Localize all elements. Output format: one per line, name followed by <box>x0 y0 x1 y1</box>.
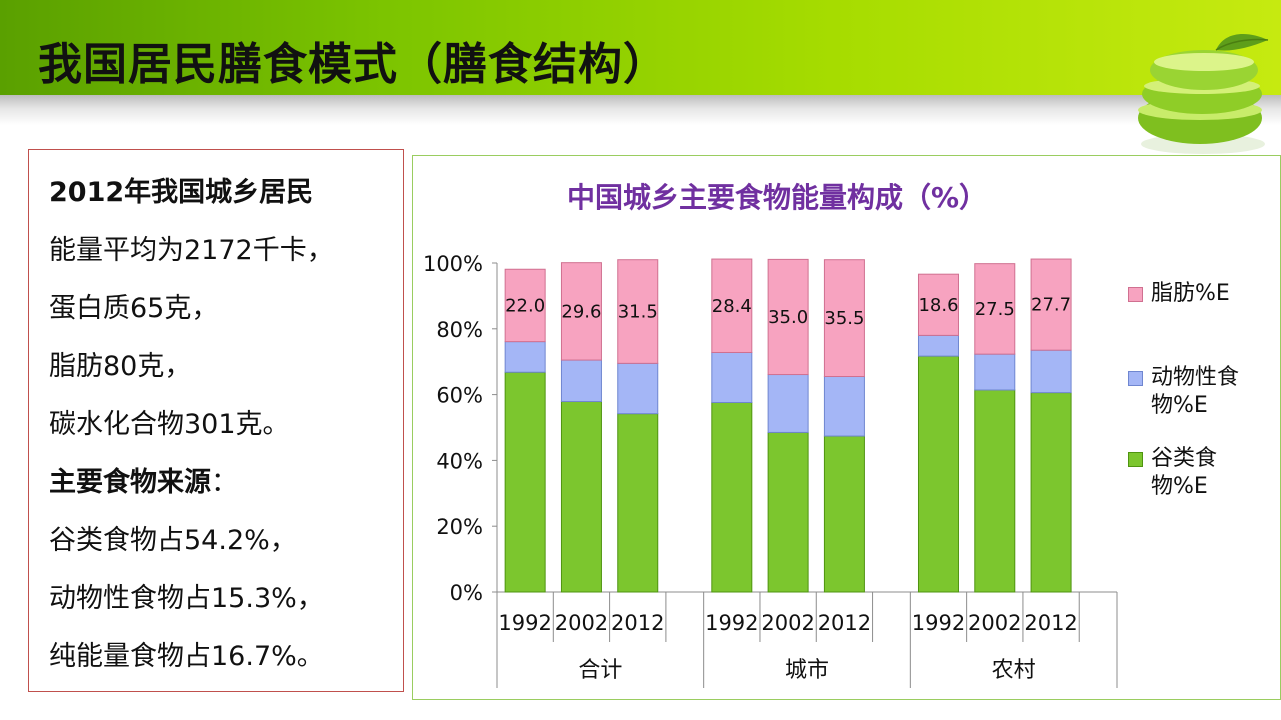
year-label: 2012 <box>611 611 664 635</box>
year-label: 1992 <box>912 611 965 635</box>
bar-fat <box>974 263 1016 355</box>
bar-fat <box>823 259 865 378</box>
y-tick-label: 20% <box>436 515 483 539</box>
summary-textbox: 2012年我国城乡居民 能量平均为2172千卡， 蛋白质65克， 脂肪80克， … <box>28 149 404 692</box>
bar-fat <box>1030 258 1072 351</box>
bar-grain <box>504 371 546 593</box>
summary-line-5: 碳水化合物301克。 <box>49 409 290 440</box>
fat-data-label: 35.0 <box>768 307 808 328</box>
bar-grain <box>560 401 602 593</box>
year-label: 2002 <box>968 611 1021 635</box>
summary-line-1: 2012年我国城乡居民 <box>49 177 314 208</box>
bar-animal <box>974 353 1016 391</box>
summary-line-2: 能量平均为2172千卡， <box>49 235 334 266</box>
slide-title: 我国居民膳食模式（膳食结构） <box>38 39 668 90</box>
title-banner <box>0 0 1281 98</box>
summary-line-3: 蛋白质65克， <box>49 293 219 324</box>
legend-swatch-animal <box>1128 371 1143 386</box>
legend-label-fat: 脂肪%E <box>1151 281 1230 306</box>
y-tick-label: 100% <box>423 252 483 276</box>
summary-line-4: 脂肪80克， <box>49 351 192 382</box>
legend-label-grain: 谷类食物%E <box>1151 446 1218 499</box>
fat-data-label: 29.6 <box>561 301 601 322</box>
bar-grain <box>917 355 959 593</box>
y-tick-label: 0% <box>450 581 483 605</box>
bar-grain <box>617 413 659 593</box>
bar-fat <box>504 268 546 343</box>
group-label: 农村 <box>992 658 1036 683</box>
bar-animal <box>1030 349 1072 394</box>
bar-grain <box>1030 392 1072 593</box>
fat-data-label: 27.5 <box>975 299 1015 320</box>
bar-fat <box>560 262 602 361</box>
bar-animal <box>504 341 546 373</box>
y-tick-label: 60% <box>436 384 483 408</box>
bar-fat <box>711 258 753 353</box>
year-label: 2002 <box>761 611 814 635</box>
bar-grain <box>711 401 753 593</box>
bar-animal <box>767 374 809 433</box>
summary-line-8: 动物性食物占15.3%， <box>49 583 324 614</box>
bar-grain <box>767 431 809 593</box>
summary-line-6-label: 主要食物来源 <box>49 467 211 498</box>
fat-data-label: 31.5 <box>618 302 658 323</box>
year-label: 2002 <box>555 611 608 635</box>
fat-data-label: 28.4 <box>712 296 752 317</box>
fat-data-label: 18.6 <box>918 295 958 316</box>
bar-fat <box>767 258 809 376</box>
summary-line-7: 谷类食物占54.2%， <box>49 525 297 556</box>
legend-swatch-grain <box>1128 452 1143 467</box>
year-label: 1992 <box>705 611 758 635</box>
bar-animal <box>823 376 865 437</box>
fat-data-label: 35.5 <box>824 308 864 329</box>
bar-animal <box>917 334 959 357</box>
summary-line-9: 纯能量食物占16.7%。 <box>49 641 324 672</box>
y-tick-label: 80% <box>436 318 483 342</box>
bar-grain <box>974 389 1016 593</box>
legend-swatch-fat <box>1128 287 1143 302</box>
bar-animal <box>617 362 659 415</box>
legend-label-animal: 动物性食物%E <box>1151 365 1240 418</box>
year-label: 2012 <box>818 611 871 635</box>
fat-data-label: 27.7 <box>1031 295 1071 316</box>
chart-title: 中国城乡主要食物能量构成（%） <box>567 181 988 214</box>
summary-line-6-colon: ： <box>211 467 238 498</box>
bar-animal <box>711 351 753 403</box>
bar-animal <box>560 359 602 403</box>
fat-data-label: 22.0 <box>505 295 545 316</box>
green-apple-icon <box>1138 34 1269 154</box>
group-label: 合计 <box>578 658 622 683</box>
banner-shadow <box>0 95 1281 125</box>
bar-fat <box>917 273 959 336</box>
year-label: 1992 <box>498 611 551 635</box>
bar-grain <box>823 435 865 593</box>
year-label: 2012 <box>1024 611 1077 635</box>
y-tick-label: 40% <box>436 449 483 473</box>
summary-line-6: 主要食物来源： <box>49 466 238 500</box>
group-label: 城市 <box>785 658 829 683</box>
bar-fat <box>617 259 659 364</box>
